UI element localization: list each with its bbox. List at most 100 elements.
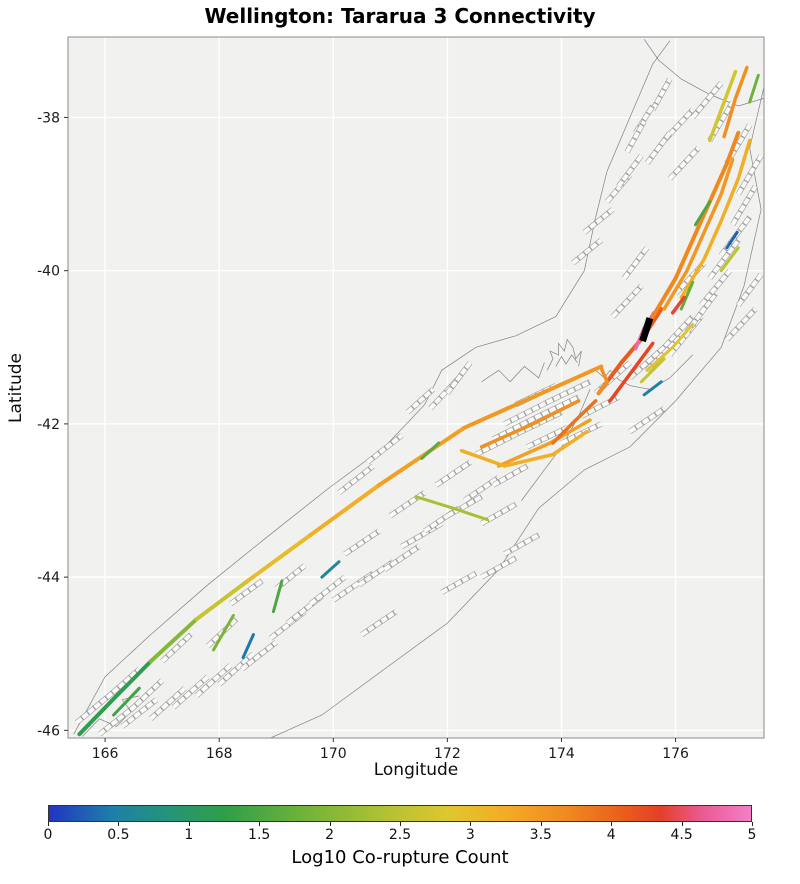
plot-background bbox=[68, 37, 764, 738]
colored-fault bbox=[148, 617, 199, 664]
colorbar-tick bbox=[48, 822, 49, 826]
fault-trace-fill bbox=[75, 667, 141, 725]
colored-fault bbox=[719, 246, 740, 273]
fault-trace-fill bbox=[98, 679, 164, 736]
fault-trace-fill bbox=[229, 579, 264, 606]
colorbar-tick bbox=[118, 822, 120, 826]
colorbar-tick-label: 2.5 bbox=[388, 827, 412, 843]
colorbar-tick bbox=[329, 822, 331, 826]
fault-trace-fill bbox=[463, 475, 500, 503]
colorbar-tick bbox=[611, 822, 613, 826]
colorbar-tick bbox=[681, 822, 683, 826]
colorbar-tick bbox=[752, 822, 753, 826]
colorbar-tick bbox=[470, 822, 472, 826]
fault-trace-outline bbox=[171, 674, 210, 710]
colorbar-tick bbox=[188, 822, 190, 826]
fault-trace-fill bbox=[366, 433, 403, 464]
colored-fault bbox=[551, 399, 598, 445]
fault-trace-fill bbox=[480, 556, 517, 579]
x-tick-label: 172 bbox=[434, 746, 461, 762]
fault-trace-fill bbox=[503, 379, 591, 426]
plot-frame bbox=[67, 36, 765, 739]
colored-fault bbox=[639, 357, 666, 384]
fault-trace-outline bbox=[217, 651, 256, 687]
fault-trace-fill bbox=[360, 609, 398, 637]
colored-fault bbox=[596, 307, 664, 396]
coastline bbox=[481, 362, 545, 383]
colored-fault bbox=[245, 533, 313, 583]
colored-fault bbox=[670, 295, 686, 315]
colorbar-tick bbox=[540, 822, 542, 826]
fault-trace-outline bbox=[194, 663, 233, 698]
colored-fault bbox=[308, 483, 381, 537]
y-tick-label: -42 bbox=[37, 417, 60, 433]
fault-layer bbox=[73, 39, 764, 738]
x-tick-label: 174 bbox=[548, 746, 575, 762]
colored-fault bbox=[462, 364, 604, 430]
fault-trace-fill bbox=[736, 273, 763, 307]
fault-trace-fill bbox=[160, 633, 193, 663]
colorbar-tick-label: 5 bbox=[747, 827, 757, 843]
y-tick-label: -44 bbox=[37, 570, 60, 586]
colored-fault bbox=[645, 322, 695, 372]
fault-trace-fill bbox=[708, 101, 735, 142]
fault-trace-fill bbox=[406, 387, 435, 414]
fault-trace-fill bbox=[571, 238, 603, 265]
coastline bbox=[82, 695, 140, 737]
fault-trace-fill bbox=[668, 146, 700, 181]
fault-trace-fill bbox=[662, 108, 695, 142]
fault-trace-fill bbox=[708, 238, 740, 280]
y-axis-label: Latitude bbox=[6, 353, 26, 423]
fault-trace-fill bbox=[583, 207, 615, 234]
coastline bbox=[73, 40, 671, 735]
colored-fault bbox=[420, 441, 441, 460]
colorbar-tick-label: 0.5 bbox=[107, 827, 130, 843]
fault-trace-fill bbox=[337, 464, 375, 495]
colored-fault bbox=[642, 380, 663, 397]
colorbar-ticks bbox=[48, 822, 753, 827]
colored-fault bbox=[112, 686, 141, 717]
y-tick-label: -40 bbox=[37, 264, 60, 280]
colored-fault bbox=[694, 200, 712, 227]
coastline bbox=[555, 354, 578, 367]
colored-fault bbox=[679, 280, 695, 311]
x-tick-label: 176 bbox=[662, 746, 689, 762]
fault-trace-fill bbox=[691, 81, 723, 119]
colorbar-label: Log10 Co-rupture Count bbox=[291, 847, 509, 868]
fault-trace-fill bbox=[628, 315, 695, 380]
colored-fault bbox=[194, 578, 250, 622]
colored-fault bbox=[241, 633, 255, 660]
x-tick-label: 166 bbox=[92, 746, 119, 762]
fault-trace-fill bbox=[725, 307, 757, 341]
colored-fault bbox=[77, 659, 153, 737]
colored-fault bbox=[722, 65, 749, 139]
colorbar-tick-label: 2 bbox=[325, 827, 335, 843]
fault-trace-fill bbox=[383, 544, 421, 572]
colored-fault bbox=[271, 579, 284, 614]
chart-title: Wellington: Tararua 3 Connectivity bbox=[204, 4, 596, 28]
fault-trace-fill bbox=[480, 502, 517, 526]
fault-trace-fill bbox=[434, 460, 472, 487]
x-tick-label: 168 bbox=[206, 746, 233, 762]
fault-trace-fill bbox=[645, 131, 672, 165]
colored-fault bbox=[479, 399, 581, 449]
fault-trace-fill bbox=[628, 406, 666, 434]
colored-fault bbox=[725, 230, 739, 250]
coastline bbox=[546, 338, 582, 371]
fault-trace-fill bbox=[526, 425, 569, 449]
fault-trace-fill bbox=[491, 464, 529, 487]
colorbar-tick-label: 0 bbox=[43, 827, 53, 843]
colorbar-tick-labels: 0 0.5 1 1.5 2 2.5 3 3.5 4 4.5 5 bbox=[44, 827, 757, 844]
colored-fault bbox=[708, 69, 738, 143]
colored-fault bbox=[679, 138, 752, 300]
colorbar: 0 0.5 1 1.5 2 2.5 3 3.5 4 4.5 5 Log10 Co-rupture C… bbox=[44, 805, 757, 868]
colored-fault bbox=[414, 495, 489, 522]
colored-fault bbox=[376, 425, 467, 488]
y-tick-label: -38 bbox=[37, 110, 60, 126]
fault-trace-fill bbox=[503, 533, 540, 556]
y-tick-label: -46 bbox=[37, 723, 60, 739]
fault-trace-fill bbox=[611, 284, 643, 318]
fault-trace-fill bbox=[492, 395, 580, 442]
fault-trace-outline bbox=[148, 686, 187, 721]
colored-fault bbox=[608, 341, 655, 403]
